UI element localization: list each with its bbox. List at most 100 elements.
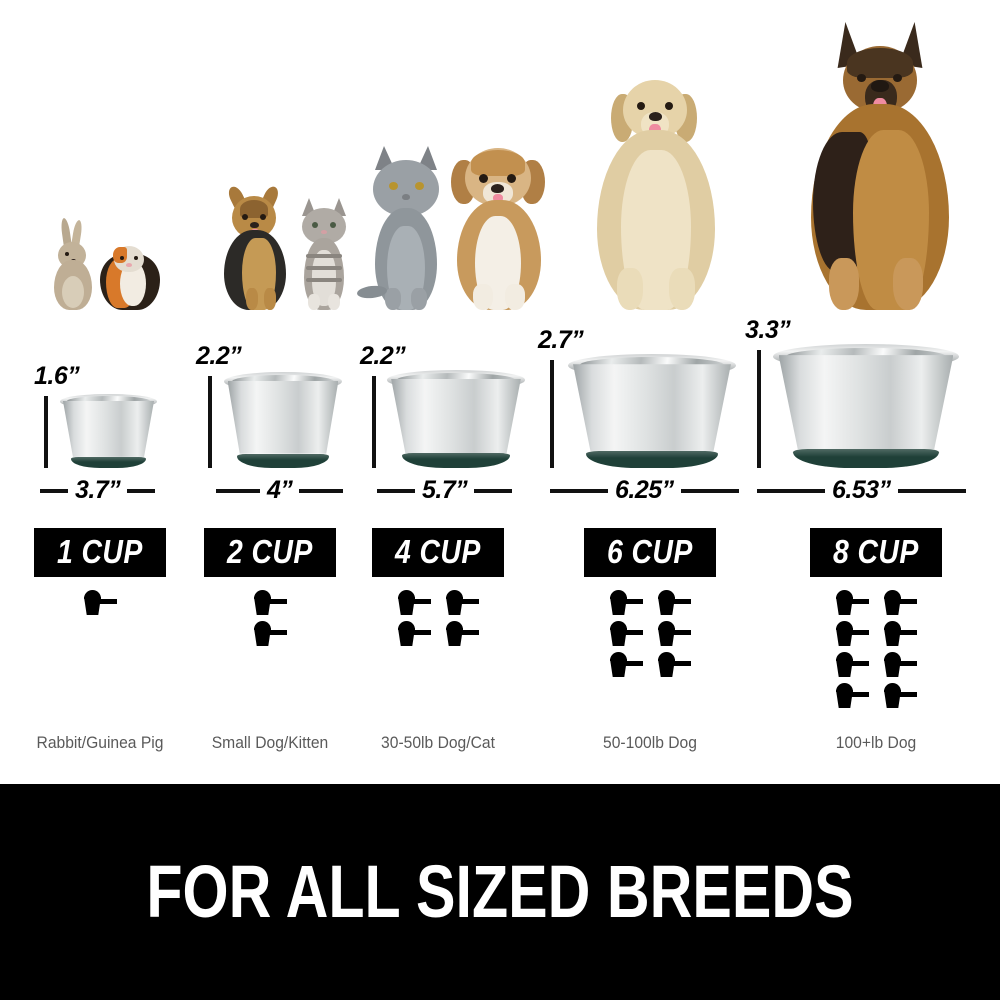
measuring-scoop-icon [609,621,643,647]
bowl-wall-5 [778,355,954,450]
bowl-rubber-base-2 [236,453,330,468]
rabbit-illustration [50,217,96,310]
bowl-height-line-3 [372,376,376,468]
measuring-scoop-icon [657,652,691,678]
scoop-set-5 [835,590,917,709]
bowl-height-line-1 [44,396,48,468]
grey-cat-illustration [356,146,447,310]
caption-3: 30-50lb Dog/Cat [381,733,495,752]
bowl-wall-4 [573,364,731,451]
measuring-scoop-icon [253,590,287,616]
cup-group-5: 8 CUP [786,528,966,709]
measuring-scoop-icon [883,590,917,616]
bowl-image-3 [387,370,525,468]
measuring-scoop-icon [397,590,431,616]
golden-retriever-illustration [581,72,731,310]
measuring-scoop-icon [609,590,643,616]
tabby-kitten-illustration [296,198,352,310]
measuring-scoop-icon [835,683,869,709]
bowl-width-label-5: 6.53” [832,476,891,504]
scoop-set-1 [83,590,117,616]
bowl-width-label-group-4: 6.25” [550,476,739,505]
bowl-height-label-2: 2.2” [196,342,242,370]
bowl-size-row: 1.6” 3.7” 2.2” [0,316,1000,508]
havanese-dog-illustration [451,142,547,310]
bowl-height-line-5 [757,350,761,468]
measuring-scoop-icon [397,621,431,647]
bowl-image-2 [224,372,342,468]
animal-group-cat-small-dog [356,140,556,310]
cup-badge-label-3: 4 CUP [395,533,481,570]
width-rule-left-4 [550,488,608,493]
measuring-scoop-icon [883,621,917,647]
cup-group-4: 6 CUP [560,528,740,678]
measuring-scoop-icon [609,652,643,678]
cup-badge-1: 1 CUP [34,528,166,577]
measuring-scoop-icon [835,652,869,678]
measuring-scoop-icon [835,590,869,616]
width-rule-right-1 [127,488,156,493]
bowl-image-5 [773,344,959,468]
measuring-scoop-icon [835,621,869,647]
caption-1: Rabbit/Guinea Pig [36,733,164,752]
width-rule-left-3 [377,488,415,493]
bowl-image-1 [60,394,157,468]
width-rule-right-3 [474,488,513,493]
bowl-height-label-3: 2.2” [360,342,406,370]
animal-photo-row [0,0,1000,310]
measuring-scoop-icon [445,621,479,647]
measuring-scoop-icon [883,683,917,709]
banner-headline: FOR ALL SIZED BREEDS [146,850,854,933]
cup-badge-label-4: 6 CUP [607,533,693,570]
bowl-width-label-3: 5.7” [422,476,468,504]
measuring-scoop-icon [657,621,691,647]
bowl-column-2: 2.2” 4” [190,318,380,508]
bowl-rubber-base-1 [70,456,147,468]
bowl-wall-1 [62,400,155,457]
measuring-scoop-icon [83,590,117,616]
bowl-height-label-5: 3.3” [745,316,791,344]
bowl-column-3: 2.2” 5.7” [355,318,555,508]
bowl-wall-2 [227,380,339,454]
measuring-scoop-icon [657,590,691,616]
bowl-width-label-group-5: 6.53” [757,476,966,505]
animal-group-small-dog-kitten [216,180,356,310]
bowl-column-5: 3.3” 6.53” [735,316,985,508]
cup-capacity-row: 1 CUP 2 CUP 4 CUP 6 CUP 8 CUP [0,528,1000,748]
yorkshire-terrier-illustration [220,184,292,310]
width-rule-right-2 [299,488,344,493]
cup-badge-label-5: 8 CUP [833,533,919,570]
cup-badge-3: 4 CUP [372,528,504,577]
animal-group-golden-retriever [576,70,736,310]
bowl-width-label-group-3: 5.7” [377,476,513,505]
animal-group-rabbit-guinea-pig [40,210,170,310]
cup-badge-4: 6 CUP [584,528,716,577]
bowl-width-label-2: 4” [267,476,293,504]
german-shepherd-illustration [795,22,965,310]
width-rule-right-4 [680,488,739,493]
cup-badge-label-2: 2 CUP [227,533,313,570]
guinea-pig-illustration [100,244,160,310]
measuring-scoop-icon [883,652,917,678]
bowl-height-line-2 [208,376,212,468]
caption-2: Small Dog/Kitten [211,733,329,752]
scoop-set-3 [397,590,479,647]
scoop-set-2 [253,590,287,647]
animal-group-german-shepherd [790,20,970,310]
caption-row: Rabbit/Guinea Pig Small Dog/Kitten 30-50… [0,733,1000,767]
width-rule-right-5 [897,488,966,493]
bowl-column-4: 2.7” 6.25” [530,318,760,508]
cup-badge-label-1: 1 CUP [57,533,143,570]
bowl-rubber-base-3 [402,453,510,468]
bowl-column-1: 1.6” 3.7” [20,318,200,508]
bowl-width-label-4: 6.25” [615,476,674,504]
width-rule-left-5 [757,488,825,493]
caption-4: 50-100lb Dog [603,733,697,752]
width-rule-left-2 [216,488,260,493]
bowl-height-label-4: 2.7” [538,326,584,354]
cup-group-2: 2 CUP [180,528,360,647]
measuring-scoop-icon [445,590,479,616]
measuring-scoop-icon [253,621,287,647]
caption-5: 100+lb Dog [835,733,917,752]
